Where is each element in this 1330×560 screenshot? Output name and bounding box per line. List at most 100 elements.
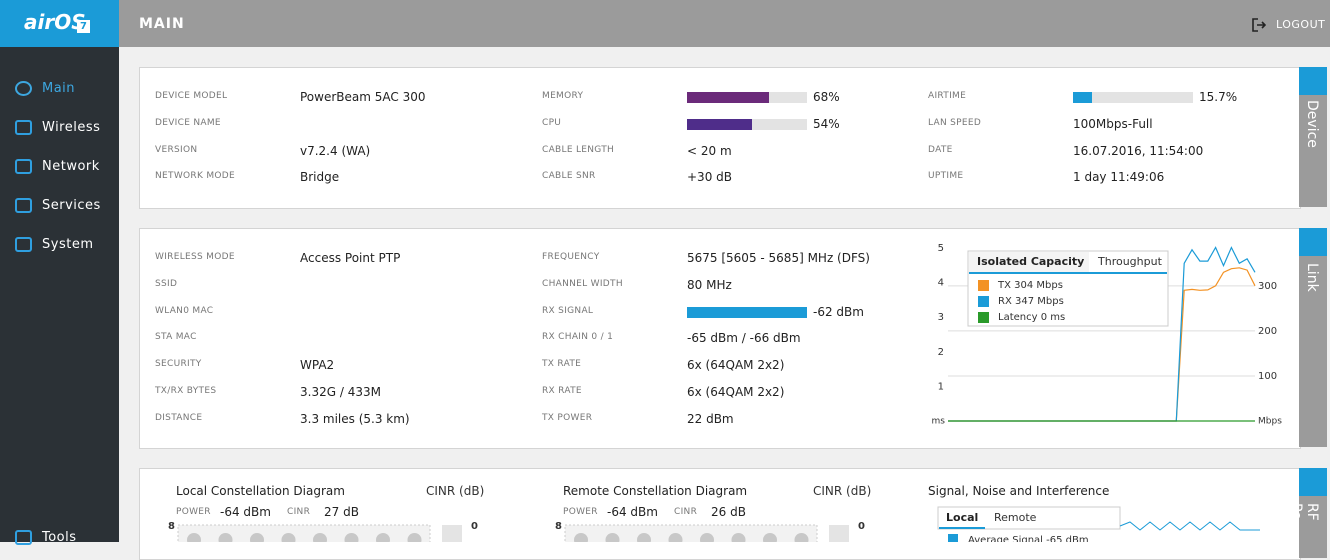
- field-label: DATE: [928, 144, 953, 155]
- legend-swatch: [978, 312, 989, 323]
- logo-badge: 7: [77, 20, 90, 33]
- logo: airOS: [24, 10, 86, 34]
- field-label: DISTANCE: [155, 412, 203, 423]
- field-label: RX RATE: [542, 386, 582, 396]
- field-value: 16.07.2016, 11:54:00: [1073, 143, 1204, 158]
- bar: [687, 118, 752, 130]
- cinr-title: CINR (dB): [426, 484, 485, 498]
- axis-label: 8: [168, 521, 175, 532]
- cinr-title: CINR (dB): [813, 484, 872, 498]
- field-label: FREQUENCY: [542, 252, 600, 262]
- signal-bar: [687, 306, 807, 318]
- constellation-cluster: [250, 533, 264, 542]
- y2-tick-label: 100: [1258, 371, 1277, 382]
- constellation-cluster: [187, 533, 201, 542]
- field-label: VERSION: [155, 144, 198, 155]
- nav-item[interactable]: Main: [42, 81, 76, 96]
- nav-icon: [15, 120, 32, 135]
- legend-label: Latency 0 ms: [998, 312, 1065, 323]
- cinr-label: CINR: [287, 507, 311, 517]
- field-label: DEVICE MODEL: [155, 91, 228, 101]
- page-title: MAIN: [139, 16, 185, 32]
- field-value: 6x (64QAM 2x2): [687, 385, 785, 399]
- field-value: 100Mbps-Full: [1073, 116, 1153, 131]
- y-tick-label: 3: [938, 312, 944, 323]
- field-label: AIRTIME: [928, 91, 967, 101]
- field-value: +30 dB: [687, 170, 732, 185]
- field-value: PowerBeam 5AC 300: [300, 90, 426, 104]
- field-label: DEVICE NAME: [155, 117, 221, 128]
- field-label: MEMORY: [542, 91, 584, 101]
- field-label: WIRELESS MODE: [155, 252, 235, 262]
- field-label: SSID: [155, 278, 178, 289]
- cinr-value: 26 dB: [711, 505, 746, 519]
- header: MAIN LOGOUT: [119, 0, 1330, 47]
- signal-line: [1119, 521, 1260, 531]
- field-value: Access Point PTP: [300, 251, 401, 265]
- field-label: CABLE LENGTH: [542, 144, 615, 155]
- y-axis-label: ms: [932, 417, 946, 427]
- legend-swatch: [978, 296, 989, 307]
- overlay: 1 2 3 4 5 100 200 300 ms Mbps Isolated Capacity Thr…: [177, 243, 1282, 542]
- field-value: 5675 [5605 - 5685] MHz (DFS): [687, 251, 870, 265]
- field-label: CPU: [542, 117, 562, 128]
- legend-swatch: [978, 280, 989, 291]
- constellation-grid: [177, 524, 431, 542]
- constellation-cluster: [700, 533, 714, 542]
- field-value: v7.2.4 (WA): [300, 143, 371, 158]
- field-label: TX/RX BYTES: [155, 386, 217, 396]
- device-tab[interactable]: Device: [1299, 67, 1327, 207]
- legend-tab: Isolated Capacity: [977, 255, 1084, 268]
- nav-icon: [15, 81, 32, 96]
- field-value: 54%: [813, 116, 840, 131]
- y2-tick-label: 300: [1258, 281, 1277, 292]
- cinr-bar: [442, 525, 462, 542]
- nav-icon: [15, 237, 32, 252]
- logout-icon: [1252, 18, 1266, 32]
- nav-item[interactable]: System: [42, 237, 94, 252]
- legend-label: TX 304 Mbps: [997, 280, 1063, 291]
- bar: [1073, 92, 1092, 103]
- field-value: 22 dBm: [687, 411, 734, 426]
- field-label: NETWORK MODE: [155, 171, 235, 182]
- field-value: -65 dBm / -66 dBm: [687, 331, 801, 346]
- y-tick-label: 5: [938, 243, 944, 254]
- field-label: WLAN0 MAC: [155, 305, 214, 316]
- cinr-label: CINR: [674, 507, 698, 517]
- field-value: 6x (64QAM 2x2): [687, 358, 785, 373]
- field-label: TX RATE: [542, 359, 582, 370]
- legend-tab: Throughput: [1097, 255, 1163, 268]
- signal-tabs: [937, 506, 1121, 530]
- constellation-cluster: [637, 533, 651, 542]
- nav-item[interactable]: Wireless: [42, 120, 101, 135]
- nav-item[interactable]: Tools: [42, 530, 77, 545]
- axis-label: 8: [555, 521, 562, 532]
- power-value: -64 dBm: [220, 505, 271, 519]
- power-value: -64 dBm: [607, 505, 658, 519]
- field-value: 3.3 miles (5.3 km): [300, 411, 410, 426]
- nav-item[interactable]: Network: [42, 159, 100, 174]
- logout[interactable]: LOGOUT: [1276, 18, 1326, 31]
- constellation-cluster: [281, 533, 296, 542]
- device-panel: [139, 67, 1301, 209]
- nav-icon: [15, 159, 32, 174]
- constellation-cluster: [605, 533, 620, 542]
- cinr-value: 27 dB: [324, 505, 359, 519]
- field-value: < 20 m: [687, 143, 732, 158]
- field-value: WPA2: [300, 358, 335, 373]
- constellation-cluster: [313, 533, 327, 542]
- legend-tab-active: [969, 252, 1089, 272]
- diagram-title: Remote Constellation Diagram: [563, 484, 748, 498]
- link-tab[interactable]: Link: [1299, 228, 1327, 447]
- y2-tick-label: 200: [1258, 326, 1277, 337]
- nav-item[interactable]: Services: [42, 198, 101, 213]
- field-label: STA MAC: [155, 332, 197, 343]
- constellation-grid: [564, 524, 818, 542]
- constellation-cluster: [344, 533, 359, 542]
- cinr-axis: 0: [471, 521, 478, 532]
- field-value: Bridge: [300, 170, 340, 185]
- field-label: UPTIME: [928, 171, 964, 182]
- field-label: RX SIGNAL: [542, 305, 594, 316]
- field-value: 1 day 11:49:06: [1073, 170, 1165, 185]
- constellation-cluster: [574, 533, 588, 542]
